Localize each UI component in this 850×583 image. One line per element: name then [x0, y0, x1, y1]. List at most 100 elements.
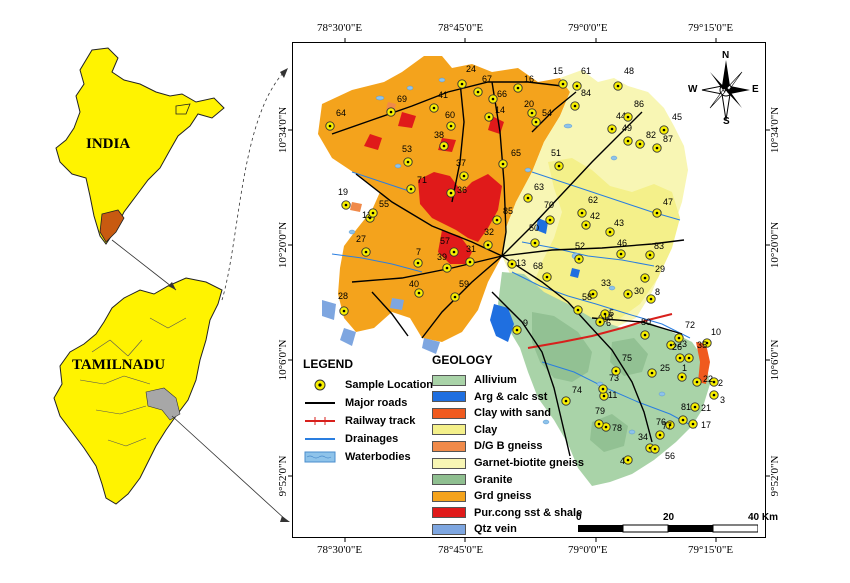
geology-swatch — [432, 457, 466, 469]
sample-label: 31 — [466, 244, 476, 254]
sample-marker-20: 20 — [524, 99, 537, 118]
sample-marker-57: 57 — [440, 236, 459, 257]
sample-label: 77 — [662, 421, 672, 431]
sample-marker-46: 46 — [616, 238, 627, 259]
geology-item: Granite — [432, 472, 513, 488]
sample-marker-55: 55 — [368, 199, 389, 218]
sample-marker-80: 80 — [640, 317, 651, 340]
sample-marker-56: 56 — [650, 444, 675, 461]
geology-label: Qtz vein — [474, 523, 517, 536]
compass-s: S — [723, 116, 730, 127]
sample-marker-75: 75 — [611, 353, 632, 376]
sample-label: 69 — [397, 94, 407, 104]
major-roads-symbol — [303, 396, 337, 410]
geology-label: D/G B gneiss — [474, 440, 543, 453]
sample-marker-40: 40 — [409, 279, 424, 298]
sample-marker-14: 14 — [484, 105, 505, 122]
sample-label: 52 — [575, 241, 585, 251]
geology-item: Clay — [432, 422, 497, 438]
sample-marker-39: 39 — [437, 252, 452, 273]
sample-label: 41 — [438, 90, 448, 100]
sample-marker-84: 84 — [570, 88, 591, 111]
zone-clay-with-sand — [696, 342, 710, 384]
sample-marker-44: 44 — [607, 111, 626, 134]
sample-marker-41: 41 — [429, 90, 448, 113]
sample-label: 65 — [511, 148, 521, 158]
sample-marker-52: 52 — [574, 241, 585, 264]
sample-label: 16 — [524, 74, 534, 84]
sample-marker-17: 17 — [688, 419, 711, 430]
compass-n: N — [722, 50, 730, 61]
sample-marker-67: 67 — [473, 74, 492, 97]
sample-label: 6 — [606, 318, 611, 328]
sample-marker-64: 64 — [325, 108, 346, 131]
sample-label: 63 — [534, 182, 544, 192]
sample-label: 2 — [718, 378, 723, 388]
sample-marker-72: 72 — [674, 320, 695, 343]
geology-title: GEOLOGY — [432, 353, 493, 367]
sample-label: 19 — [338, 187, 348, 197]
sample-label: 10 — [711, 327, 721, 337]
sample-label: 35 — [697, 340, 707, 350]
sample-label: 18 — [603, 312, 613, 322]
sample-label: 48 — [624, 66, 634, 76]
sample-marker-24: 24 — [457, 64, 476, 89]
sample-label: 8 — [655, 287, 660, 297]
sample-marker-13: 13 — [507, 258, 526, 269]
sample-marker-69: 69 — [386, 94, 407, 117]
sample-label: 51 — [551, 148, 561, 158]
geology-item: Pur.cong sst & shale — [432, 505, 582, 521]
legend-waterbodies: Waterbodies — [303, 449, 411, 465]
sample-label: 43 — [614, 218, 624, 228]
sample-label: 17 — [701, 420, 711, 430]
geology-swatch — [432, 391, 466, 403]
india-tamilnadu-highlight — [99, 209, 125, 243]
sample-marker-6: 6 — [595, 317, 611, 328]
sample-label: 57 — [440, 236, 450, 246]
sample-label: 24 — [466, 64, 476, 74]
geology-item: Arg & calc sst — [432, 389, 547, 405]
sample-marker-51: 51 — [551, 148, 564, 171]
sample-label: 78 — [612, 423, 622, 433]
north-arrow — [701, 60, 750, 121]
geology-label: Clay with sand — [474, 407, 552, 420]
sample-marker-62: 62 — [577, 195, 598, 218]
geology-item: Qtz vein — [432, 521, 517, 537]
geology-swatch — [432, 374, 466, 386]
sample-marker-59: 59 — [450, 279, 469, 302]
sample-marker-48: 48 — [613, 66, 634, 91]
sample-label: 28 — [338, 291, 348, 301]
coord-top-3: 79°0'0"E — [568, 22, 608, 34]
sample-marker-4: 4 — [620, 455, 633, 466]
legend-major-roads: Major roads — [303, 395, 407, 411]
sample-marker-22: 22 — [692, 374, 713, 387]
sample-label: 30 — [634, 286, 644, 296]
sample-marker-33: 33 — [588, 278, 611, 299]
zone-arg-calc-sst — [490, 218, 580, 342]
sample-marker-81: 81 — [678, 402, 691, 425]
geology-label: Granite — [474, 473, 513, 486]
railway-track — [527, 313, 673, 349]
sample-marker-27: 27 — [356, 234, 371, 257]
geology-item: Grd gneiss — [432, 488, 531, 504]
sample-label: 5 — [609, 308, 614, 318]
sample-label: 84 — [581, 88, 591, 98]
sample-marker-74: 74 — [561, 385, 582, 406]
sample-label: 32 — [484, 227, 494, 237]
sample-label: 45 — [672, 112, 682, 122]
sample-label: 46 — [617, 238, 627, 248]
railway-symbol — [303, 414, 337, 428]
scale-label-40: 40 Km — [748, 512, 779, 523]
sample-label: 12 — [362, 210, 372, 220]
sample-marker-3: 3 — [709, 390, 725, 405]
legend-title: LEGEND — [303, 357, 354, 371]
sample-label: 26 — [672, 342, 682, 352]
sample-label: 7 — [416, 247, 421, 257]
sample-label: 62 — [588, 195, 598, 205]
sample-label: 81 — [681, 402, 691, 412]
sample-label: 21 — [701, 403, 711, 413]
sample-marker-85: 85 — [492, 206, 513, 225]
sample-marker-31: 31 — [465, 244, 476, 267]
geology-swatch — [432, 440, 466, 452]
